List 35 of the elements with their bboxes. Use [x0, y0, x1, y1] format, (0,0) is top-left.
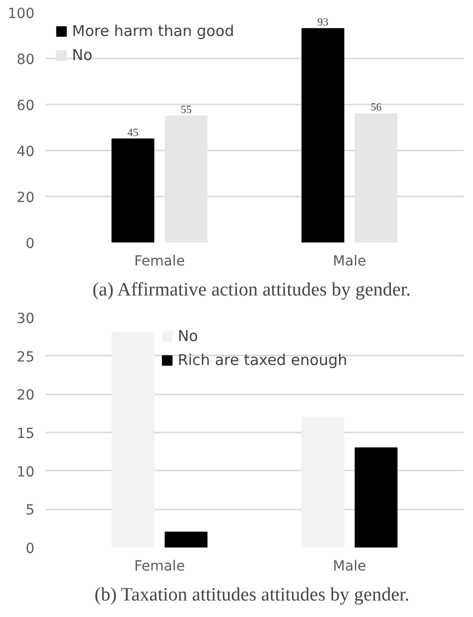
text: (a) Affirmative action attitudes by gender.	[92, 280, 411, 300]
x-tick-label: Female	[134, 558, 185, 574]
y-tick-label: 0	[26, 541, 35, 557]
bar	[354, 447, 398, 548]
y-tick-label: 100	[8, 6, 35, 22]
x-tick-label: Male	[332, 558, 366, 574]
y-tick-label: 20	[16, 190, 35, 206]
y-tick-label: 5	[26, 502, 35, 519]
legend-label: No	[178, 327, 198, 345]
y-tick-label: 40	[16, 144, 35, 160]
x-tick-label: Male	[332, 254, 366, 270]
data-label: 55	[180, 104, 192, 116]
bar	[164, 532, 208, 548]
data-label: 93	[317, 16, 329, 29]
bar	[302, 416, 344, 548]
y-tick-label: 25	[16, 349, 35, 366]
bar	[112, 138, 154, 242]
legend-label: Rich are taxed enough	[178, 351, 348, 369]
bar	[302, 28, 344, 242]
bar	[354, 113, 398, 242]
y-tick-label: 20	[16, 388, 35, 404]
data-label: 45	[127, 127, 139, 139]
legend-label: More harm than good	[72, 22, 234, 40]
text: (b) Taxation attitudes attitudes by gender.	[94, 584, 410, 606]
bar	[164, 116, 208, 242]
data-label: 56	[370, 102, 382, 114]
legend-label: No	[72, 46, 92, 64]
y-tick-label: 60	[16, 98, 35, 114]
y-tick-label: 15	[16, 426, 35, 442]
y-tick-label: 0	[26, 236, 35, 252]
x-tick-label: Female	[134, 254, 185, 270]
y-tick-label: 30	[16, 311, 35, 327]
y-tick-label: 10	[16, 464, 35, 480]
y-tick-label: 80	[16, 52, 35, 68]
bar	[112, 332, 154, 548]
